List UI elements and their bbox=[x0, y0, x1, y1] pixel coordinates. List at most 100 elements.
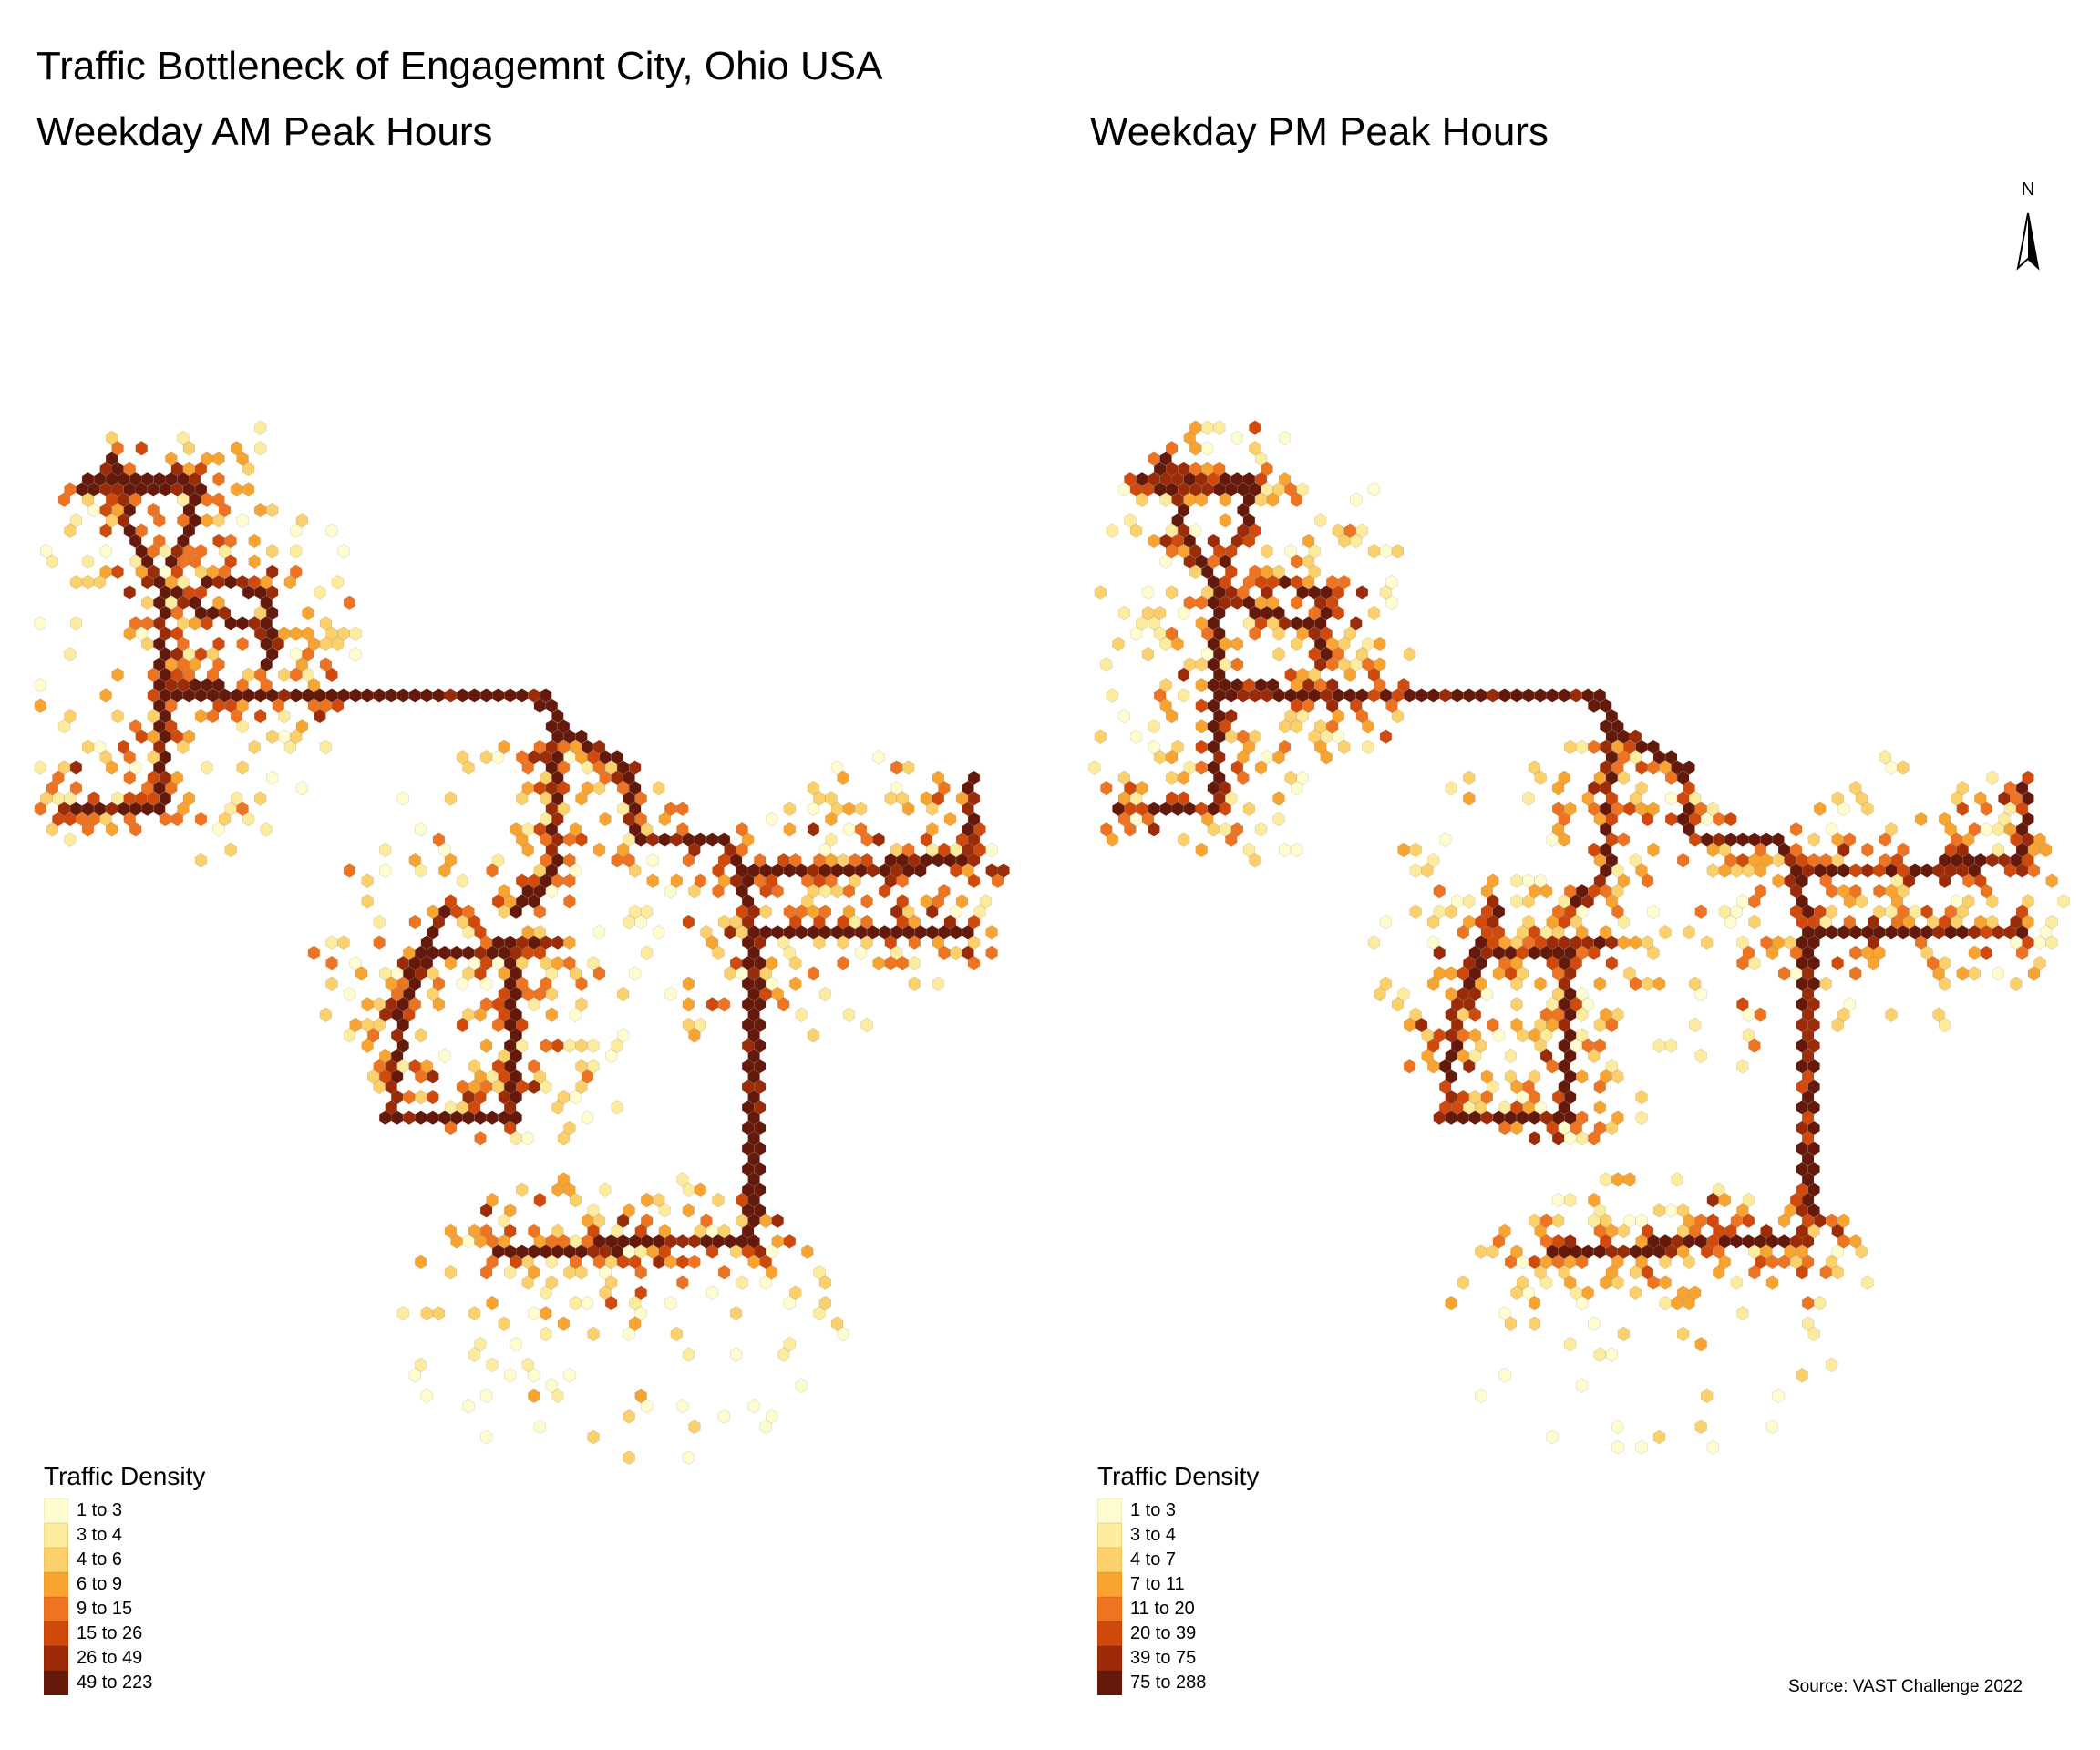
hex-cell bbox=[1676, 770, 1690, 786]
hex-cell bbox=[1498, 1223, 1511, 1239]
hex-cell bbox=[1379, 914, 1393, 930]
hex-cell bbox=[479, 1038, 493, 1053]
hex-cell bbox=[759, 904, 772, 919]
hex-cell bbox=[962, 801, 974, 816]
hex-cell bbox=[676, 1234, 689, 1249]
hex-cell bbox=[1463, 976, 1476, 992]
hex-cell bbox=[1230, 430, 1244, 446]
hex-cell bbox=[349, 647, 362, 662]
hex-cell bbox=[741, 1161, 755, 1177]
hex-cell bbox=[1558, 1264, 1570, 1280]
hex-cell bbox=[1510, 955, 1523, 971]
hex-cell bbox=[753, 1244, 767, 1259]
hex-cell bbox=[153, 471, 166, 487]
hex-cell bbox=[498, 986, 510, 1002]
hex-cell bbox=[1445, 1089, 1457, 1105]
hex-cell bbox=[159, 544, 171, 559]
hex-cell bbox=[759, 1419, 772, 1434]
hex-cell bbox=[307, 945, 321, 961]
hex-cell bbox=[860, 894, 873, 909]
hex-cell bbox=[628, 1316, 642, 1331]
hex-cell bbox=[1237, 482, 1250, 497]
hex-cell bbox=[973, 822, 986, 837]
hex-cell bbox=[1207, 574, 1220, 590]
hex-cell bbox=[1296, 708, 1309, 724]
legend-item: 3 to 4 bbox=[1097, 1523, 1259, 1548]
hex-cell bbox=[165, 595, 178, 610]
hex-cell bbox=[1141, 605, 1155, 621]
hex-cell bbox=[385, 997, 397, 1012]
hex-cell bbox=[1879, 750, 1892, 765]
hex-cell bbox=[1516, 1110, 1529, 1125]
hex-cell bbox=[1207, 595, 1220, 610]
hex-cell bbox=[688, 1419, 701, 1434]
hex-cell bbox=[842, 883, 856, 899]
hex-cell bbox=[736, 863, 748, 878]
hex-cell bbox=[1278, 842, 1292, 858]
hex-cell bbox=[545, 1275, 559, 1290]
hex-cell bbox=[955, 852, 969, 868]
hex-cell bbox=[747, 1089, 760, 1105]
hex-cell bbox=[1564, 904, 1577, 919]
hex-cell bbox=[182, 585, 196, 600]
hex-cell bbox=[1593, 688, 1606, 703]
hex-cell bbox=[1701, 832, 1714, 847]
hex-cell bbox=[1213, 667, 1226, 683]
hex-cell bbox=[1867, 955, 1880, 971]
hex-cell bbox=[545, 780, 559, 796]
hex-cell bbox=[557, 801, 571, 816]
hex-cell bbox=[1814, 801, 1827, 816]
hex-cell bbox=[1320, 585, 1333, 600]
hex-cell bbox=[1320, 626, 1333, 641]
hex-cell bbox=[729, 1306, 743, 1321]
hex-cell bbox=[1522, 935, 1535, 950]
hex-cell bbox=[236, 451, 249, 466]
hex-cell bbox=[1551, 1131, 1565, 1146]
hex-cell bbox=[40, 544, 53, 559]
hex-cell bbox=[1426, 976, 1440, 992]
hex-cell bbox=[1570, 955, 1582, 971]
hex-cell bbox=[111, 441, 124, 456]
hex-cell bbox=[950, 945, 962, 961]
hex-cell bbox=[1213, 544, 1226, 559]
hex-cell bbox=[604, 1048, 618, 1064]
hex-cell bbox=[1689, 791, 1702, 806]
hex-cell bbox=[1480, 1089, 1493, 1105]
legend-item: 11 to 20 bbox=[1097, 1597, 1259, 1621]
hex-cell bbox=[729, 955, 743, 971]
hex-cell bbox=[1213, 647, 1226, 662]
hex-cell bbox=[1451, 1100, 1464, 1115]
hex-cell bbox=[373, 935, 386, 950]
hex-cell bbox=[587, 1326, 600, 1342]
hex-cell bbox=[587, 1038, 600, 1053]
hex-cell bbox=[1600, 739, 1612, 755]
hex-cell bbox=[1124, 801, 1137, 816]
hex-cell bbox=[1814, 925, 1827, 940]
hex-cell bbox=[818, 925, 832, 940]
hex-cell bbox=[1487, 1079, 1499, 1095]
hex-cell bbox=[1718, 1234, 1731, 1249]
hex-cell bbox=[1968, 925, 1981, 940]
hex-cell bbox=[1106, 523, 1119, 538]
hex-cell bbox=[93, 739, 107, 755]
hex-cell bbox=[1178, 770, 1190, 786]
hex-cell bbox=[705, 1223, 719, 1239]
hex-cell bbox=[1165, 544, 1179, 559]
hex-cell bbox=[1178, 482, 1190, 497]
hex-cell bbox=[450, 945, 463, 961]
hex-cell bbox=[854, 863, 868, 878]
hex-cell bbox=[1332, 585, 1344, 600]
hex-cell bbox=[741, 1182, 755, 1198]
hex-cell bbox=[224, 842, 237, 858]
hex-cell bbox=[1617, 873, 1631, 889]
hex-cell bbox=[563, 955, 576, 971]
hex-cell bbox=[640, 1192, 654, 1208]
hex-cell bbox=[628, 1295, 642, 1311]
hex-cell bbox=[1588, 842, 1601, 858]
hex-cell bbox=[1159, 636, 1172, 652]
hex-cell bbox=[93, 574, 107, 590]
hex-cell bbox=[962, 925, 974, 940]
hex-cell bbox=[575, 1244, 588, 1259]
hex-cell bbox=[2022, 852, 2034, 868]
hex-cell bbox=[1939, 955, 1951, 971]
